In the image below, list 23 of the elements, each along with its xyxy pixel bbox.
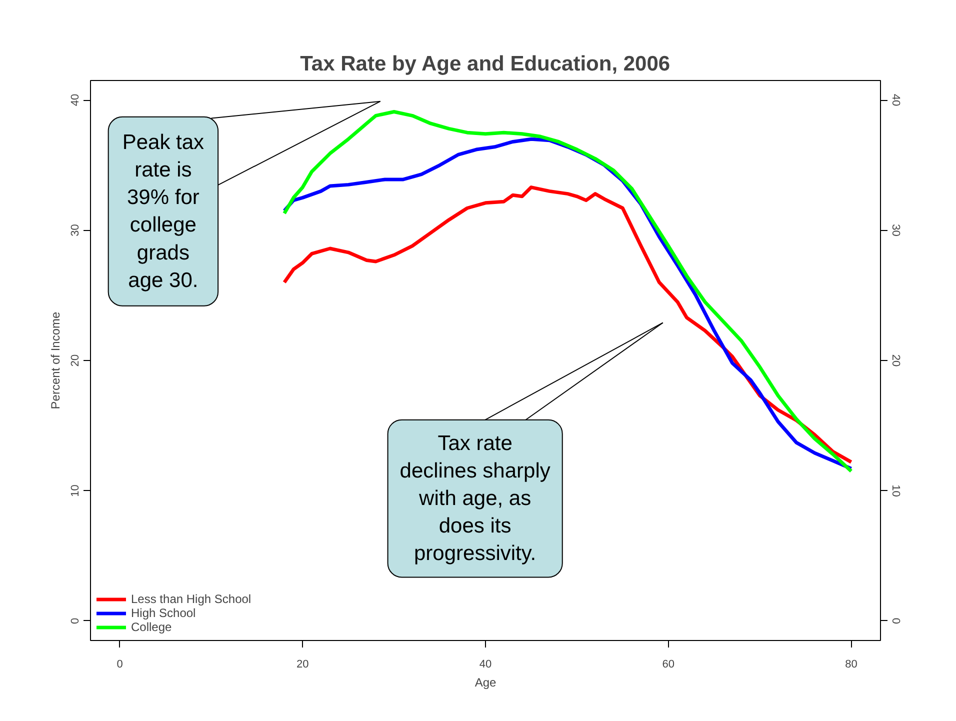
y2-tick-label: 10 (890, 484, 902, 497)
x-tick-label: 60 (662, 658, 675, 670)
y-tick-label: 0 (70, 618, 82, 624)
y-axis-title: Percent of Income (48, 311, 62, 410)
y2-tick-label: 40 (890, 94, 902, 106)
x-tick-label: 40 (479, 658, 492, 670)
x-axis-title: Age (474, 676, 496, 690)
legend-label: College (131, 620, 172, 634)
y-tick-label: 10 (70, 484, 82, 497)
annotation: Peak tax rate is 39% for college grads age 30. (122, 130, 205, 292)
legend-label: Less than High School (131, 592, 252, 606)
y-tick-label: 30 (70, 224, 82, 236)
y-tick-label: 20 (70, 354, 82, 367)
x-tick-label: 20 (296, 658, 309, 670)
legend-label: High School (131, 606, 196, 620)
chart-title: Tax Rate by Age and Education, 2006 (300, 52, 670, 76)
x-tick-label: 80 (845, 658, 858, 670)
y2-tick-label: 20 (890, 354, 902, 367)
x-tick-label: 0 (116, 658, 123, 670)
y2-tick-label: 0 (890, 618, 902, 624)
y2-tick-label: 30 (890, 224, 902, 236)
y-tick-label: 40 (70, 94, 82, 106)
annotation: Tax rate declines sharply with age, as does its progressivity. (400, 432, 551, 566)
